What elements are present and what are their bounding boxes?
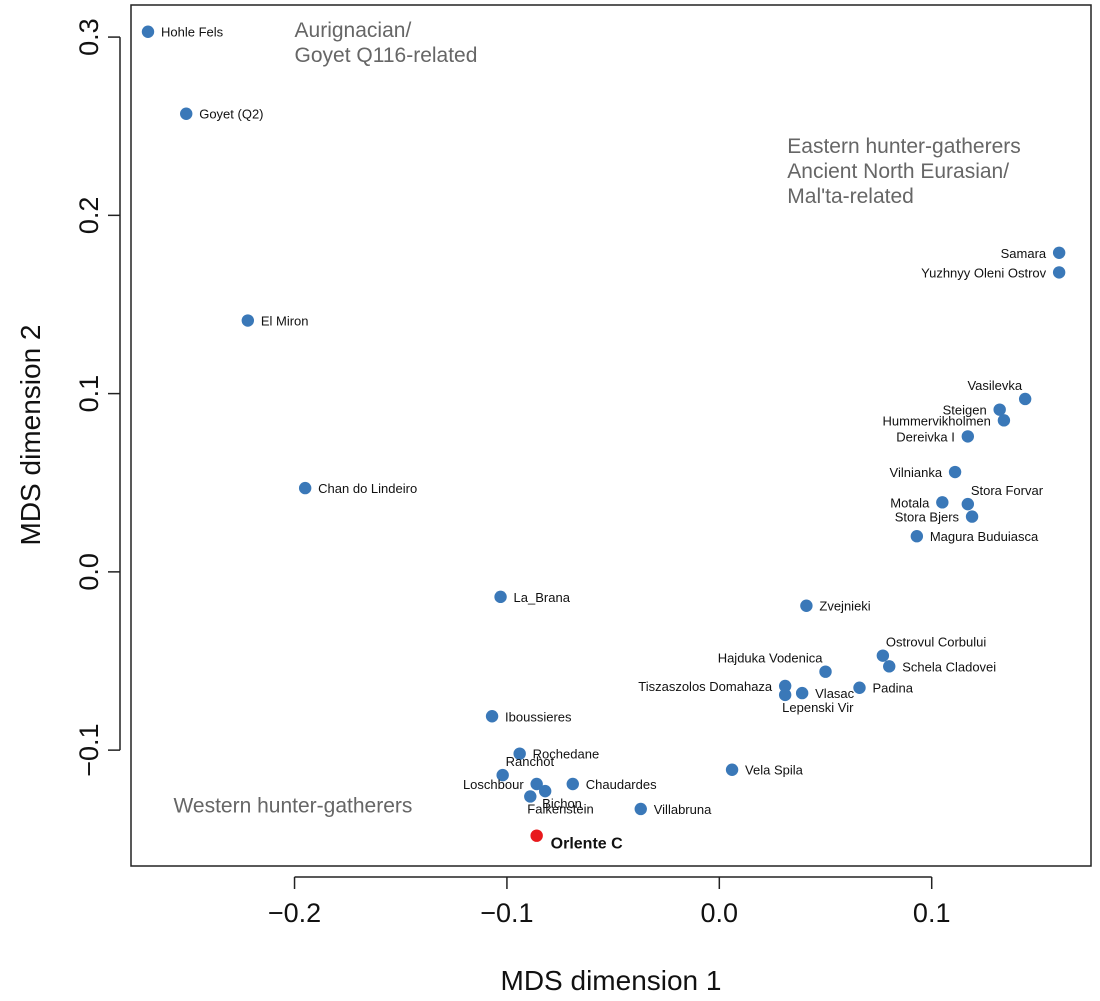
point-label: Vilnianka (890, 465, 943, 480)
point-label: La_Brana (514, 590, 571, 605)
y-axis-title: MDS dimension 2 (15, 325, 46, 546)
point-labels: Hohle Fels Goyet (Q2) El Miron Chan do Lind… (161, 25, 1047, 853)
data-point (883, 660, 896, 673)
data-point (1052, 266, 1066, 279)
point-label: Schela Cladovei (902, 659, 996, 674)
data-point (485, 710, 499, 723)
data-point (948, 465, 962, 479)
highlight-point (530, 829, 543, 842)
point-label: Stora Bjers (895, 510, 960, 525)
x-tick-label: 0.0 (701, 898, 739, 928)
data-point (997, 414, 1011, 427)
group-label: Western hunter-gatherers (173, 795, 412, 818)
data-point (778, 679, 792, 693)
y-tick-label: 0.3 (74, 18, 104, 56)
x-axis-title: MDS dimension 1 (501, 965, 722, 996)
data-points (141, 25, 1066, 842)
data-point (241, 314, 255, 327)
data-point (513, 747, 526, 760)
point-label: Yuzhnyy Oleni Ostrov (921, 265, 1046, 280)
point-label: Vlasac (815, 686, 855, 701)
y-tick-label: −0.1 (74, 723, 104, 776)
data-point (538, 784, 552, 798)
x-tick-label: 0.1 (913, 898, 951, 928)
point-label: El Miron (261, 314, 309, 329)
data-point (634, 802, 647, 816)
data-point (800, 599, 813, 612)
point-label: Zvejnieki (819, 599, 870, 614)
data-point (961, 430, 975, 443)
point-label: Samara (1001, 246, 1047, 261)
point-label: Ostrovul Corbului (886, 635, 987, 650)
point-label: Vasilevka (967, 378, 1022, 393)
data-point (1052, 246, 1066, 259)
axes: −0.2 −0.1 0.0 0.1 −0.1 0.0 0.1 0.2 0.3 (74, 18, 950, 928)
point-label: Iboussieres (505, 709, 572, 724)
data-point (778, 688, 792, 702)
group-label: Goyet Q116-related (295, 44, 478, 67)
y-tick-label: 0.0 (74, 553, 104, 591)
group-label: Mal'ta-related (787, 185, 914, 208)
point-label: Loschbour (463, 777, 524, 792)
x-tick-label: −0.1 (480, 898, 533, 928)
point-label: Falkenstein (527, 801, 593, 816)
point-label: Vela Spila (745, 763, 804, 778)
data-point (819, 665, 832, 678)
point-label: Ranchot (506, 754, 555, 769)
point-label: Rochedane (533, 747, 600, 762)
point-label: Steigen (943, 403, 987, 418)
point-label: Hohle Fels (161, 25, 224, 40)
data-point (496, 768, 509, 782)
data-point (141, 25, 155, 38)
point-label: Dereivka I (896, 429, 955, 444)
point-label: Tiszaszolos Domahaza (638, 679, 773, 694)
point-label: Chaudardes (586, 777, 657, 792)
point-label: Goyet (Q2) (199, 107, 263, 122)
y-tick-label: 0.1 (74, 375, 104, 413)
point-label: Stora Forvar (971, 483, 1044, 498)
data-point (180, 107, 193, 120)
point-label: Orlente C (551, 836, 623, 853)
data-point (910, 530, 924, 543)
point-label: Lepenski Vir (782, 700, 854, 715)
y-tick-label: 0.2 (74, 197, 104, 235)
point-label: Hummervikholmen (883, 413, 991, 428)
data-point (936, 496, 949, 509)
point-label: Villabruna (654, 802, 712, 817)
point-label: Padina (872, 681, 913, 696)
data-point (1018, 392, 1032, 406)
group-label: Eastern hunter-gatherers (787, 135, 1020, 158)
data-point (993, 403, 1006, 416)
data-point (566, 777, 579, 791)
data-point (725, 763, 739, 776)
plot-frame (130, 4, 1092, 867)
data-point (524, 790, 537, 803)
point-label: Magura Buduiasca (930, 529, 1039, 544)
point-label: Chan do Lindeiro (318, 481, 417, 496)
data-point (965, 510, 979, 523)
x-tick-label: −0.2 (268, 898, 321, 928)
group-labels: Aurignacian/Goyet Q116-related Eastern hu… (173, 19, 1020, 817)
data-point (494, 590, 507, 604)
data-point (795, 686, 809, 700)
data-point (298, 481, 312, 495)
point-label: Bichon (542, 796, 582, 811)
group-label: Ancient North Eurasian/ (787, 160, 1009, 183)
data-point (961, 497, 975, 511)
point-label: Motala (890, 495, 930, 510)
data-point (853, 681, 866, 694)
data-point (876, 649, 890, 662)
data-point (530, 777, 543, 791)
point-label: Hajduka Vodenica (718, 651, 824, 666)
group-label: Aurignacian/ (295, 19, 412, 42)
